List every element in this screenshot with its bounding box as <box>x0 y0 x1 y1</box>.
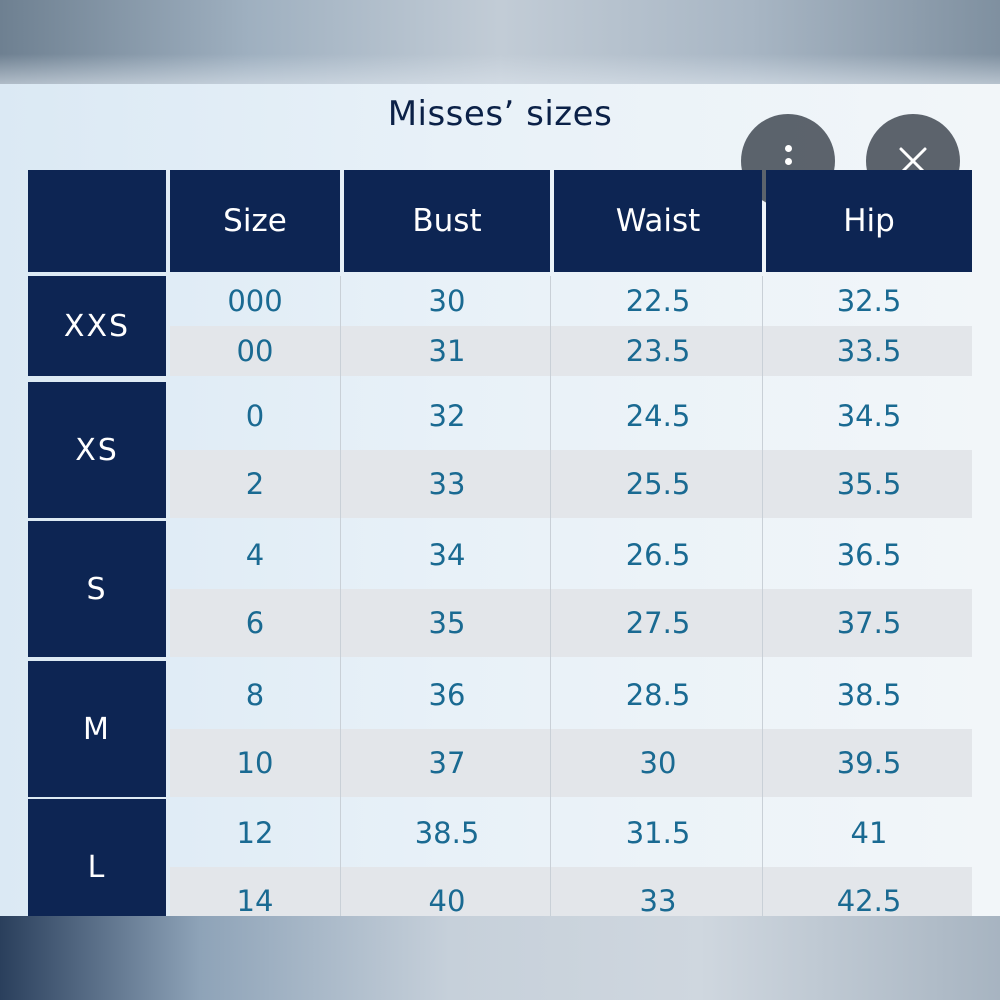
table-row: 12 38.5 31.5 41 <box>170 799 972 867</box>
size-group-label: XXS <box>28 276 166 376</box>
size-cell: 00 <box>236 334 274 368</box>
size-chart-card: Misses’ sizes Size Bust Waist Hip XXS 000 30 22… <box>0 84 1000 916</box>
table-row: 00 31 23.5 33.5 <box>170 326 972 376</box>
table-row: 10 37 30 39.5 <box>170 729 972 797</box>
bust-cell: 31 <box>428 334 466 368</box>
waist-cell: 25.5 <box>625 467 691 501</box>
size-group-label: L <box>28 799 166 916</box>
column-divider <box>550 276 551 916</box>
page-title: Misses’ sizes <box>387 94 613 134</box>
table-row: 2 33 25.5 35.5 <box>170 450 972 518</box>
table-row: 0 32 24.5 34.5 <box>170 382 972 450</box>
bust-cell: 38.5 <box>414 816 480 850</box>
hip-cell: 41 <box>850 816 888 850</box>
hip-cell: 37.5 <box>836 606 902 640</box>
column-header-size: Size <box>170 170 340 272</box>
bust-cell: 34 <box>428 538 466 572</box>
waist-cell: 23.5 <box>625 334 691 368</box>
size-cell: 8 <box>245 678 265 712</box>
column-divider <box>762 276 763 916</box>
column-divider <box>340 276 341 916</box>
table-row: 14 40 33 42.5 <box>170 867 972 916</box>
size-group-label: M <box>28 661 166 797</box>
waist-cell: 28.5 <box>625 678 691 712</box>
waist-cell: 27.5 <box>625 606 691 640</box>
column-header-hip: Hip <box>766 170 972 272</box>
hip-cell: 39.5 <box>836 746 902 780</box>
header-corner-cell <box>28 170 166 272</box>
hip-cell: 42.5 <box>836 884 902 916</box>
hip-cell: 38.5 <box>836 678 902 712</box>
waist-cell: 33 <box>639 884 677 916</box>
size-cell: 0 <box>245 399 265 433</box>
table-row: 4 34 26.5 36.5 <box>170 521 972 589</box>
bust-cell: 30 <box>428 284 466 318</box>
waist-cell: 31.5 <box>625 816 691 850</box>
size-group-label: XS <box>28 382 166 518</box>
bust-cell: 40 <box>428 884 466 916</box>
bust-cell: 32 <box>428 399 466 433</box>
column-header-bust: Bust <box>344 170 550 272</box>
hip-cell: 35.5 <box>836 467 902 501</box>
hip-cell: 32.5 <box>836 284 902 318</box>
hip-cell: 33.5 <box>836 334 902 368</box>
size-cell: 4 <box>245 538 265 572</box>
column-header-waist: Waist <box>554 170 762 272</box>
size-cell: 000 <box>227 284 283 318</box>
bust-cell: 35 <box>428 606 466 640</box>
bust-cell: 37 <box>428 746 466 780</box>
waist-cell: 22.5 <box>625 284 691 318</box>
table-row: 000 30 22.5 32.5 <box>170 276 972 326</box>
blurred-background-top <box>0 0 1000 84</box>
waist-cell: 30 <box>639 746 677 780</box>
table-row: 8 36 28.5 38.5 <box>170 661 972 729</box>
size-cell: 10 <box>236 746 274 780</box>
table-row: 6 35 27.5 37.5 <box>170 589 972 657</box>
bust-cell: 36 <box>428 678 466 712</box>
close-icon <box>899 147 927 175</box>
bust-cell: 33 <box>428 467 466 501</box>
size-group-label: S <box>28 521 166 657</box>
blurred-background-bottom <box>0 916 1000 1000</box>
size-cell: 6 <box>245 606 265 640</box>
hip-cell: 36.5 <box>836 538 902 572</box>
size-cell: 14 <box>236 884 274 916</box>
size-cell: 12 <box>236 816 274 850</box>
waist-cell: 24.5 <box>625 399 691 433</box>
hip-cell: 34.5 <box>836 399 902 433</box>
size-cell: 2 <box>245 467 265 501</box>
waist-cell: 26.5 <box>625 538 691 572</box>
